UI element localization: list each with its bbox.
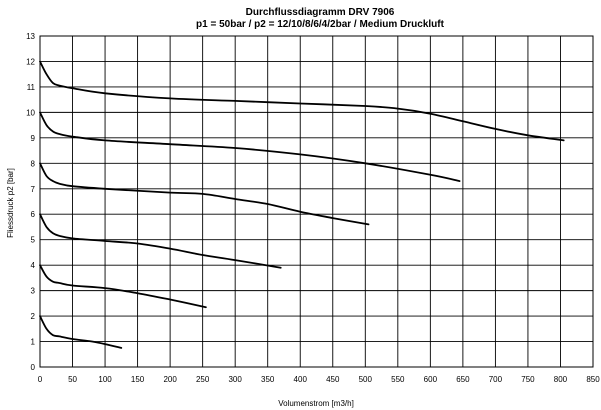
series-layer <box>39 60 565 349</box>
x-tick-label: 300 <box>228 375 242 384</box>
y-tick-label: 9 <box>31 134 36 143</box>
y-tick-label: 5 <box>31 236 36 245</box>
x-tick-label: 200 <box>163 375 177 384</box>
y-tick-label: 8 <box>31 159 36 168</box>
x-tick-label: 150 <box>131 375 145 384</box>
y-tick-label: 0 <box>31 363 36 372</box>
x-tick-label: 650 <box>456 375 470 384</box>
x-tick-label: 700 <box>489 375 503 384</box>
x-tick-label: 450 <box>326 375 340 384</box>
x-tick-label: 500 <box>359 375 373 384</box>
chart-subtitle: p1 = 50bar / p2 = 12/10/8/6/4/2bar / Med… <box>196 19 445 30</box>
series-line <box>39 264 207 309</box>
x-tick-label: 550 <box>391 375 405 384</box>
x-tick-label: 0 <box>38 375 43 384</box>
chart-title: Durchflussdiagramm DRV 7906 <box>246 7 395 18</box>
x-tick-label: 250 <box>196 375 210 384</box>
x-tick-label: 800 <box>554 375 568 384</box>
x-tick-label: 350 <box>261 375 275 384</box>
y-tick-label: 1 <box>31 338 36 347</box>
plot-frame <box>39 35 594 368</box>
y-tick-label: 12 <box>26 57 35 66</box>
series-line <box>39 162 370 226</box>
series-line <box>39 315 123 349</box>
y-tick-label: 4 <box>31 261 36 270</box>
y-tick-label: 3 <box>31 287 36 296</box>
y-tick-label: 13 <box>26 32 35 41</box>
x-tick-label: 850 <box>586 375 600 384</box>
x-tick-label: 750 <box>521 375 535 384</box>
y-tick-label: 2 <box>31 312 36 321</box>
y-tick-label: 11 <box>27 83 36 92</box>
x-axis-label: Volumenstrom [m3/h] <box>278 399 354 408</box>
y-tick-label: 10 <box>26 108 35 117</box>
grid-layer <box>39 35 594 368</box>
series-line <box>39 111 461 182</box>
x-tick-label: 100 <box>98 375 112 384</box>
x-tick-label: 400 <box>294 375 308 384</box>
series-line <box>39 60 565 142</box>
y-axis-label: Fliessdruck p2 [bar] <box>6 168 15 238</box>
series-line <box>39 213 282 269</box>
y-tick-label: 7 <box>31 185 36 194</box>
x-tick-label: 50 <box>68 375 77 384</box>
x-tick-label: 600 <box>424 375 438 384</box>
y-tick-label: 6 <box>31 210 36 219</box>
